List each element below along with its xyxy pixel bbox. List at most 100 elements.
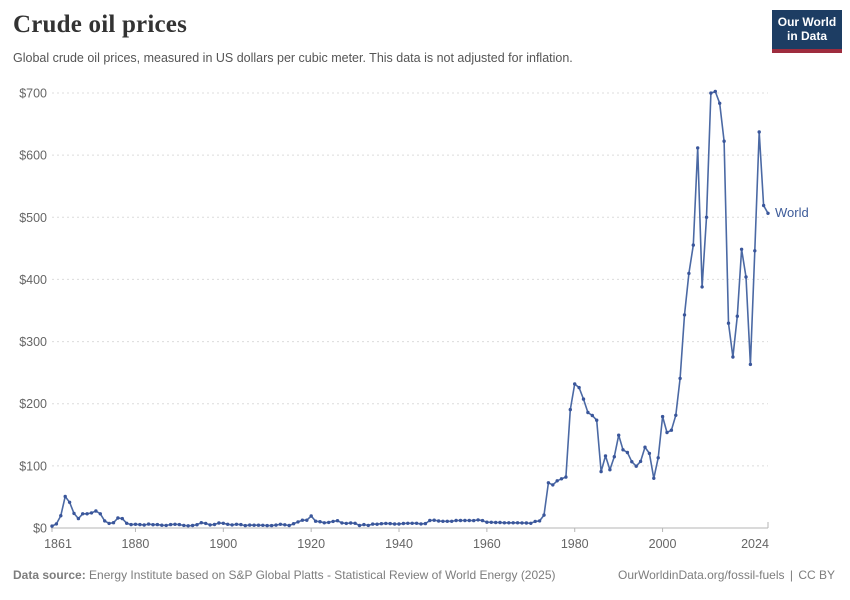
data-point[interactable] <box>441 519 445 523</box>
price-line-world[interactable] <box>51 90 769 527</box>
data-point[interactable] <box>590 413 594 418</box>
data-point[interactable] <box>67 500 72 504</box>
data-point[interactable] <box>458 518 463 523</box>
data-point[interactable] <box>713 89 717 94</box>
data-point[interactable] <box>309 514 313 518</box>
data-point[interactable] <box>485 520 489 524</box>
data-point[interactable] <box>287 523 291 528</box>
data-point[interactable] <box>520 521 524 525</box>
data-point[interactable] <box>656 456 660 460</box>
data-point[interactable] <box>691 243 695 247</box>
data-point[interactable] <box>515 521 520 525</box>
data-point[interactable] <box>133 522 138 526</box>
data-point[interactable] <box>322 521 326 525</box>
data-point[interactable] <box>766 211 770 215</box>
data-point[interactable] <box>568 407 572 412</box>
data-point[interactable] <box>489 520 493 524</box>
data-point[interactable] <box>533 519 537 524</box>
data-point[interactable] <box>98 512 103 516</box>
data-point[interactable] <box>612 455 616 459</box>
data-point[interactable] <box>94 509 98 513</box>
data-point[interactable] <box>643 445 647 449</box>
data-point[interactable] <box>208 523 212 527</box>
data-point[interactable] <box>406 521 410 525</box>
data-point[interactable] <box>586 410 590 415</box>
data-point[interactable] <box>660 414 665 419</box>
data-point[interactable] <box>419 522 423 526</box>
data-point[interactable] <box>546 481 551 485</box>
data-point[interactable] <box>212 522 217 527</box>
data-point[interactable] <box>507 521 511 525</box>
data-point[interactable] <box>603 454 608 458</box>
data-point[interactable] <box>362 522 366 527</box>
data-point[interactable] <box>621 448 625 452</box>
data-point[interactable] <box>423 521 428 526</box>
data-point[interactable] <box>252 523 256 527</box>
data-point[interactable] <box>682 313 687 317</box>
data-point[interactable] <box>85 512 89 516</box>
data-point[interactable] <box>410 521 414 525</box>
data-point[interactable] <box>476 518 480 522</box>
data-point[interactable] <box>573 382 577 386</box>
data-point[interactable] <box>665 430 669 435</box>
data-point[interactable] <box>146 522 151 526</box>
data-point[interactable] <box>524 521 529 525</box>
data-point[interactable] <box>89 511 94 515</box>
data-point[interactable] <box>120 516 125 521</box>
data-point[interactable] <box>551 483 555 487</box>
data-point[interactable] <box>555 479 559 483</box>
data-point[interactable] <box>230 523 234 527</box>
data-point[interactable] <box>454 518 458 523</box>
data-point[interactable] <box>735 314 739 318</box>
data-point[interactable] <box>59 514 63 518</box>
data-point[interactable] <box>674 413 678 417</box>
data-point[interactable] <box>199 521 203 525</box>
data-point[interactable] <box>652 476 656 480</box>
data-point[interactable] <box>669 428 674 432</box>
data-point[interactable] <box>142 523 146 527</box>
data-point[interactable] <box>81 512 85 516</box>
data-point[interactable] <box>414 521 419 525</box>
data-point[interactable] <box>436 519 441 523</box>
data-point[interactable] <box>72 511 76 516</box>
owid-logo[interactable]: Our World in Data <box>772 10 842 53</box>
data-point[interactable] <box>731 355 735 359</box>
data-point[interactable] <box>103 519 107 523</box>
data-point[interactable] <box>445 519 449 523</box>
data-point[interactable] <box>313 519 318 523</box>
data-point[interactable] <box>634 464 638 468</box>
data-point[interactable] <box>511 521 515 525</box>
data-point[interactable] <box>261 523 265 527</box>
data-point[interactable] <box>761 203 766 208</box>
data-point[interactable] <box>722 139 726 143</box>
data-point[interactable] <box>537 519 542 523</box>
data-point[interactable] <box>190 523 195 528</box>
data-point[interactable] <box>529 521 533 525</box>
data-point[interactable] <box>305 518 309 522</box>
data-point[interactable] <box>388 521 392 526</box>
data-point[interactable] <box>349 521 353 525</box>
data-point[interactable] <box>129 522 133 527</box>
data-point[interactable] <box>204 521 208 526</box>
data-point[interactable] <box>379 522 384 526</box>
data-point[interactable] <box>718 101 722 106</box>
data-point[interactable] <box>472 518 476 523</box>
data-point[interactable] <box>283 523 287 527</box>
data-point[interactable] <box>577 385 581 390</box>
data-point[interactable] <box>617 433 621 437</box>
data-point[interactable] <box>160 523 164 527</box>
data-point[interactable] <box>177 522 182 527</box>
data-point[interactable] <box>256 523 261 527</box>
data-point[interactable] <box>397 522 401 526</box>
data-point[interactable] <box>173 522 177 526</box>
data-point[interactable] <box>221 521 225 525</box>
data-point[interactable] <box>296 520 300 524</box>
data-point[interactable] <box>432 518 436 522</box>
data-point[interactable] <box>164 523 168 528</box>
data-point[interactable] <box>138 522 142 527</box>
data-point[interactable] <box>757 130 761 134</box>
data-point[interactable] <box>331 519 335 524</box>
data-point[interactable] <box>226 522 230 526</box>
data-point[interactable] <box>269 523 274 528</box>
